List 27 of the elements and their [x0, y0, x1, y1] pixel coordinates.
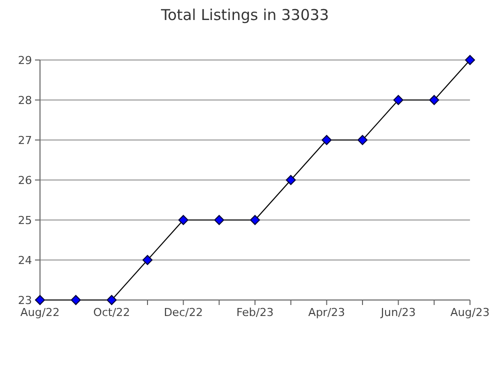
x-tick-label: Jun/23: [380, 306, 416, 319]
y-tick-label: 29: [18, 54, 32, 67]
point: [106, 295, 117, 305]
point: [393, 95, 404, 105]
point: [286, 175, 296, 185]
point: [429, 95, 440, 105]
chart-title: Total Listings in 33033: [160, 6, 329, 24]
x-tick-label: Oct/22: [93, 306, 130, 319]
point: [358, 135, 368, 145]
x-tick-label: Aug/23: [450, 306, 490, 319]
point: [142, 255, 152, 265]
y-tick-label: 26: [18, 174, 32, 187]
y-tick-label: 23: [18, 294, 32, 307]
point: [322, 135, 332, 145]
y-tick-label: 28: [18, 94, 32, 107]
point: [250, 215, 260, 225]
point: [465, 55, 475, 65]
x-tick-label: Dec/22: [164, 306, 203, 319]
x-tick-label: Aug/22: [20, 306, 60, 319]
y-tick-label: 25: [18, 214, 32, 227]
y-tick-label: 24: [18, 254, 32, 267]
x-tick-label: Feb/23: [236, 306, 274, 319]
y-tick-label: 27: [18, 134, 32, 147]
x-tick-label: Apr/23: [308, 306, 346, 319]
point: [214, 215, 224, 225]
point: [70, 295, 81, 305]
point: [178, 215, 188, 225]
